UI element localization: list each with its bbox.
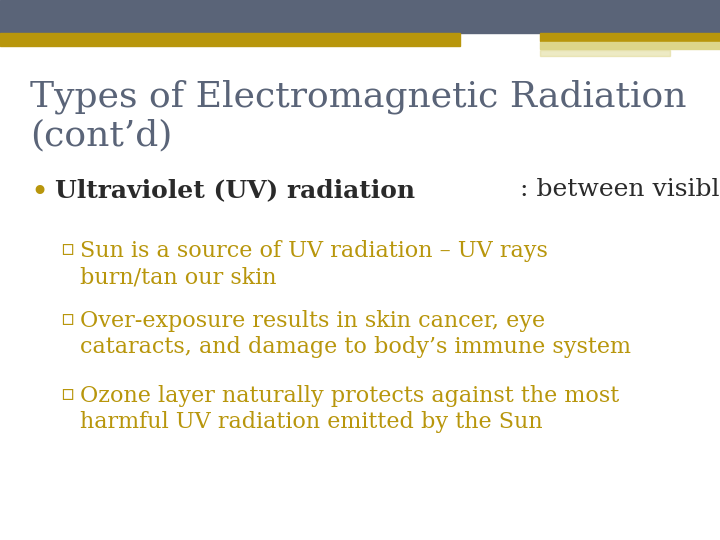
Text: Ozone layer naturally protects against the most: Ozone layer naturally protects against t… <box>80 385 619 407</box>
Bar <box>540 42 720 49</box>
Text: ▫: ▫ <box>60 385 74 404</box>
Bar <box>540 33 720 41</box>
Bar <box>0 33 460 46</box>
Text: Over-exposure results in skin cancer, eye: Over-exposure results in skin cancer, ey… <box>80 310 545 332</box>
Text: Sun is a source of UV radiation – UV rays: Sun is a source of UV radiation – UV ray… <box>80 240 548 262</box>
Text: cataracts, and damage to body’s immune system: cataracts, and damage to body’s immune s… <box>80 336 631 358</box>
Text: harmful UV radiation emitted by the Sun: harmful UV radiation emitted by the Sun <box>80 411 543 433</box>
Text: ▫: ▫ <box>60 310 74 329</box>
Text: : between visible radiation and x-rays: : between visible radiation and x-rays <box>520 178 720 201</box>
Text: Types of Electromagnetic Radiation: Types of Electromagnetic Radiation <box>30 80 686 114</box>
Bar <box>0 0 720 33</box>
Text: (cont’d): (cont’d) <box>30 118 172 152</box>
Text: Ultraviolet (UV) radiation: Ultraviolet (UV) radiation <box>55 178 415 202</box>
Bar <box>540 50 670 56</box>
Text: ▫: ▫ <box>60 240 74 259</box>
Text: burn/tan our skin: burn/tan our skin <box>80 266 276 288</box>
Text: •: • <box>30 178 48 209</box>
